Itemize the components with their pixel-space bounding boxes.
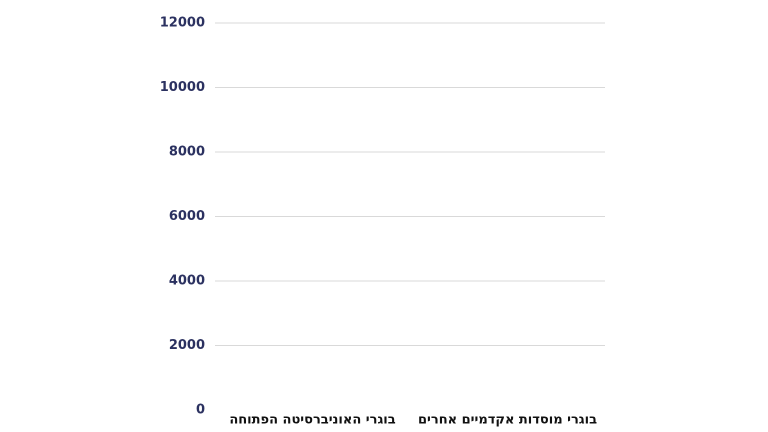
- y-tick-label: 10000: [160, 80, 205, 95]
- y-tick-label: 8000: [169, 145, 205, 160]
- y-tick-label: 4000: [169, 274, 205, 289]
- y-tick-label: 12000: [160, 16, 205, 31]
- x-tick-label: בוגרי האוניברסיטה הפתוחה: [229, 413, 395, 428]
- y-tick-label: 2000: [169, 338, 205, 353]
- y-tick-label: 0: [196, 403, 205, 418]
- x-tick-label: בוגרי מוסדות אקדמיים אחרים: [418, 413, 597, 428]
- y-tick-label: 6000: [169, 209, 205, 224]
